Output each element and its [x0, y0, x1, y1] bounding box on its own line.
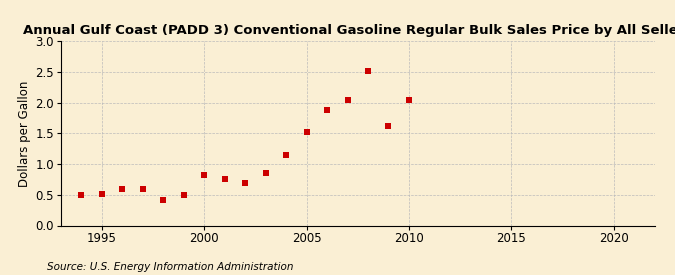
Point [281, 153, 292, 157]
Point [178, 192, 189, 197]
Point [301, 129, 312, 134]
Text: Source: U.S. Energy Information Administration: Source: U.S. Energy Information Administ… [47, 262, 294, 272]
Point [219, 177, 230, 182]
Point [137, 186, 148, 191]
Point [383, 124, 394, 128]
Point [342, 98, 353, 102]
Point [362, 68, 373, 73]
Point [198, 173, 209, 177]
Point [240, 180, 250, 185]
Point [158, 197, 169, 202]
Point [117, 186, 128, 191]
Y-axis label: Dollars per Gallon: Dollars per Gallon [18, 80, 31, 186]
Point [76, 192, 86, 197]
Title: Annual Gulf Coast (PADD 3) Conventional Gasoline Regular Bulk Sales Price by All: Annual Gulf Coast (PADD 3) Conventional … [23, 24, 675, 37]
Point [97, 191, 107, 196]
Point [404, 97, 414, 102]
Point [260, 171, 271, 175]
Point [321, 108, 332, 112]
